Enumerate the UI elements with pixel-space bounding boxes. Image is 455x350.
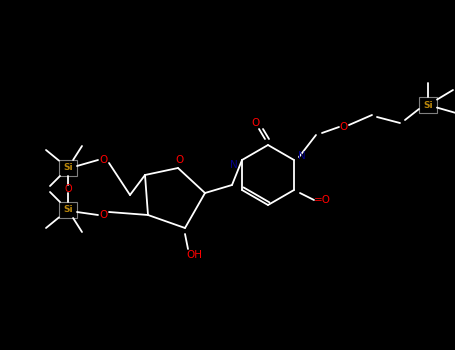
Text: =O: =O: [313, 195, 330, 205]
Text: Si: Si: [423, 100, 433, 110]
Text: N: N: [230, 160, 238, 170]
Text: Si: Si: [63, 205, 73, 215]
Text: O: O: [340, 122, 348, 132]
Text: O: O: [99, 210, 107, 220]
Bar: [59, 202, 77, 218]
Text: O: O: [99, 155, 107, 165]
Text: O: O: [64, 184, 72, 194]
Text: O: O: [176, 155, 184, 165]
Text: N: N: [298, 151, 306, 161]
Bar: [59, 160, 77, 176]
Text: O: O: [252, 118, 260, 128]
Text: Si: Si: [63, 163, 73, 173]
Bar: [419, 97, 437, 113]
Text: OH: OH: [186, 250, 202, 260]
